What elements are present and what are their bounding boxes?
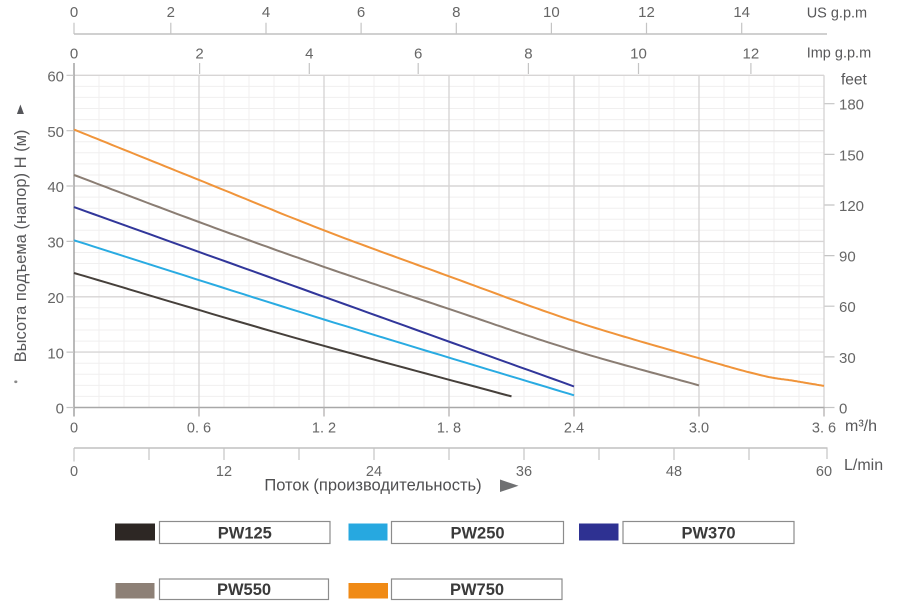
svg-text:10: 10 bbox=[630, 45, 647, 62]
svg-text:120: 120 bbox=[839, 198, 864, 215]
svg-text:3.0: 3.0 bbox=[689, 421, 709, 437]
svg-text:180: 180 bbox=[839, 97, 864, 114]
svg-text:50: 50 bbox=[47, 124, 64, 141]
svg-text:8: 8 bbox=[524, 45, 532, 62]
svg-text:150: 150 bbox=[839, 147, 864, 164]
svg-text:4: 4 bbox=[305, 45, 313, 62]
svg-text:10: 10 bbox=[543, 4, 560, 21]
svg-text:24: 24 bbox=[366, 464, 382, 480]
svg-text:20: 20 bbox=[47, 290, 64, 307]
svg-text:0: 0 bbox=[839, 401, 847, 418]
svg-text:0: 0 bbox=[56, 401, 64, 418]
svg-text:48: 48 bbox=[666, 464, 682, 480]
svg-text:60: 60 bbox=[839, 299, 856, 316]
svg-text:US g.p.m: US g.p.m bbox=[807, 5, 867, 21]
svg-text:6: 6 bbox=[357, 4, 365, 21]
svg-text:60: 60 bbox=[816, 464, 832, 480]
svg-text:0: 0 bbox=[70, 421, 78, 437]
svg-text:PW750: PW750 bbox=[450, 581, 504, 599]
svg-text:m³/h: m³/h bbox=[845, 418, 877, 435]
svg-text:10: 10 bbox=[47, 345, 64, 362]
svg-text:90: 90 bbox=[839, 249, 856, 266]
svg-text:12: 12 bbox=[216, 464, 232, 480]
svg-text:40: 40 bbox=[47, 179, 64, 196]
svg-text:8: 8 bbox=[452, 4, 460, 21]
svg-text:Поток (производительность): Поток (производительность) bbox=[264, 477, 481, 495]
svg-text:2: 2 bbox=[195, 45, 203, 62]
svg-text:Imp g.p.m: Imp g.p.m bbox=[807, 45, 871, 61]
svg-text:2: 2 bbox=[167, 4, 175, 21]
svg-text:30: 30 bbox=[47, 235, 64, 252]
svg-text:2.4: 2.4 bbox=[564, 421, 584, 437]
svg-text:0: 0 bbox=[70, 4, 78, 21]
svg-text:L/min: L/min bbox=[844, 457, 883, 474]
svg-text:3. 6: 3. 6 bbox=[812, 421, 836, 437]
svg-text:12: 12 bbox=[638, 4, 655, 21]
svg-text:0. 6: 0. 6 bbox=[187, 421, 211, 437]
svg-text:0: 0 bbox=[70, 464, 78, 480]
svg-text:6: 6 bbox=[414, 45, 422, 62]
svg-text:1. 2: 1. 2 bbox=[312, 421, 336, 437]
svg-text:PW370: PW370 bbox=[681, 525, 735, 543]
svg-text:PW250: PW250 bbox=[450, 525, 504, 543]
svg-text:1. 8: 1. 8 bbox=[437, 421, 461, 437]
svg-text:4: 4 bbox=[262, 4, 270, 21]
svg-text:60: 60 bbox=[47, 69, 64, 86]
svg-text:36: 36 bbox=[516, 464, 532, 480]
svg-text:Высота подъема (напор) Н (м): Высота подъема (напор) Н (м) bbox=[12, 130, 30, 363]
svg-text:PW125: PW125 bbox=[218, 525, 272, 543]
svg-text:0: 0 bbox=[70, 45, 78, 62]
svg-text:PW550: PW550 bbox=[217, 581, 271, 599]
svg-text:feet: feet bbox=[841, 71, 868, 88]
svg-text:30: 30 bbox=[839, 350, 856, 367]
svg-text:14: 14 bbox=[733, 4, 750, 21]
svg-text:12: 12 bbox=[743, 45, 760, 62]
